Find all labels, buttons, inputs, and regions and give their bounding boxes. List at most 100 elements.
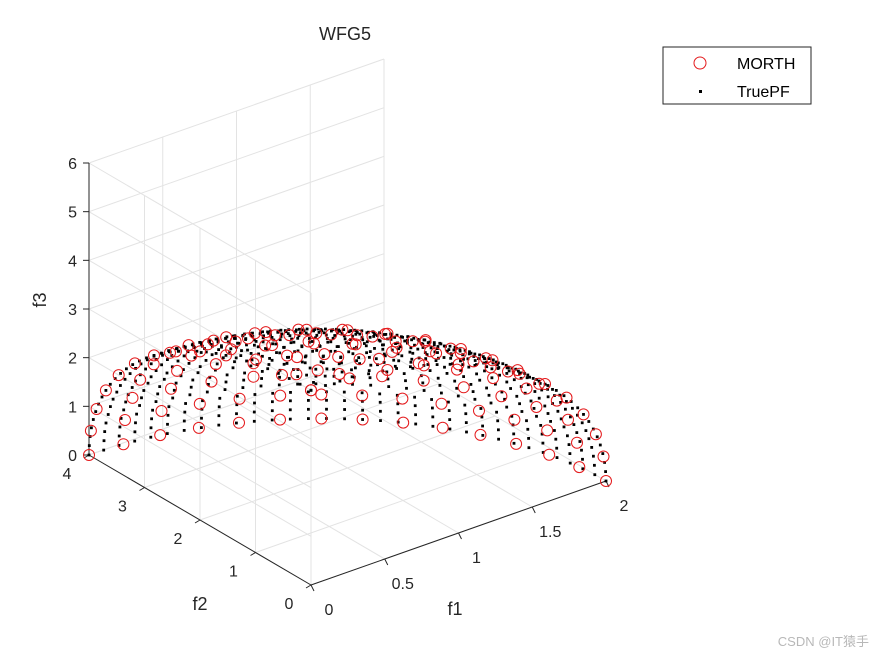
truepf-point [495,410,498,414]
truepf-point [298,382,302,386]
morth-point [530,401,543,413]
y-tick-label: 2 [174,531,183,548]
y-tick-label: 4 [63,466,72,483]
morth-point [220,331,233,344]
truepf-point [207,383,210,386]
truepf-point [191,378,195,382]
z-tick-label: 1 [68,399,77,416]
truepf-point [559,401,562,404]
truepf-point [501,362,505,366]
truepf-point [349,338,352,341]
truepf-point [446,349,449,353]
truepf-point [365,340,369,344]
truepf-point [555,456,559,459]
series-truepf [87,327,608,483]
truepf-point [319,360,323,364]
z-tick-label: 6 [68,156,77,173]
truepf-point [571,406,574,410]
truepf-point [496,363,499,366]
truepf-point [546,412,550,415]
truepf-point [333,349,337,353]
truepf-point [278,338,282,342]
truepf-point [182,354,186,358]
truepf-point [90,426,93,430]
truepf-point [117,434,121,438]
truepf-point [103,430,107,433]
truepf-point [275,351,278,354]
truepf-point [340,370,344,374]
truepf-point [379,419,382,422]
truepf-point [326,340,330,344]
truepf-point [245,359,248,363]
truepf-point [361,418,364,421]
y-tick-mark [139,487,145,491]
truepf-point [183,410,187,414]
truepf-point [555,446,559,450]
morth-point [90,403,103,415]
truepf-point [448,344,452,348]
truepf-point [519,376,523,380]
truepf-point [392,358,396,362]
truepf-point [292,340,296,344]
truepf-point [343,417,346,421]
morth-point [417,359,430,372]
y-tick-mark [194,519,201,524]
truepf-point [295,328,298,332]
truepf-point [496,419,500,423]
truepf-point [468,350,471,354]
truepf-point [267,363,271,366]
morth-point [311,364,324,377]
truepf-point [580,421,584,425]
truepf-point [290,337,293,341]
truepf-point [351,352,355,356]
truepf-point [537,379,541,383]
truepf-point [403,339,407,343]
morth-point [473,404,485,417]
truepf-point [200,426,203,429]
morth-point [147,358,160,371]
truepf-point [396,341,399,345]
truepf-point [447,348,451,351]
morth-point [444,342,457,355]
morth-point [343,372,356,385]
truepf-point [154,369,158,372]
truepf-point [310,340,314,343]
truepf-point [409,346,413,350]
truepf-point [343,399,346,402]
morth-point [397,416,410,429]
truepf-point [461,353,465,356]
truepf-point [134,379,137,383]
morth-point [436,421,449,434]
truepf-point [131,363,135,366]
truepf-point [288,408,292,412]
truepf-point [289,399,292,403]
truepf-point [526,427,530,431]
morth-point [474,428,487,441]
truepf-point [382,333,386,336]
morth-point [412,357,425,370]
truepf-point [332,382,336,386]
chart-title: WFG5 [319,24,371,44]
truepf-point [540,388,544,392]
truepf-point [100,395,104,399]
truepf-point [568,461,572,465]
morth-point [541,424,554,437]
truepf-point [443,365,446,369]
truepf-point [207,339,211,343]
morth-point [366,330,379,343]
truepf-point [504,363,508,367]
morth-point [353,353,366,366]
truepf-point [261,330,264,334]
legend: MORTH TruePF [662,46,812,105]
morth-point [192,421,205,434]
truepf-point [431,406,434,410]
truepf-point [149,375,153,379]
truepf-point [242,378,246,382]
truepf-point [91,418,95,421]
truepf-point [593,463,596,467]
truepf-point [340,331,344,335]
truepf-point [286,356,289,359]
morth-point [171,364,184,377]
truepf-point [228,350,232,354]
truepf-point [122,408,126,412]
